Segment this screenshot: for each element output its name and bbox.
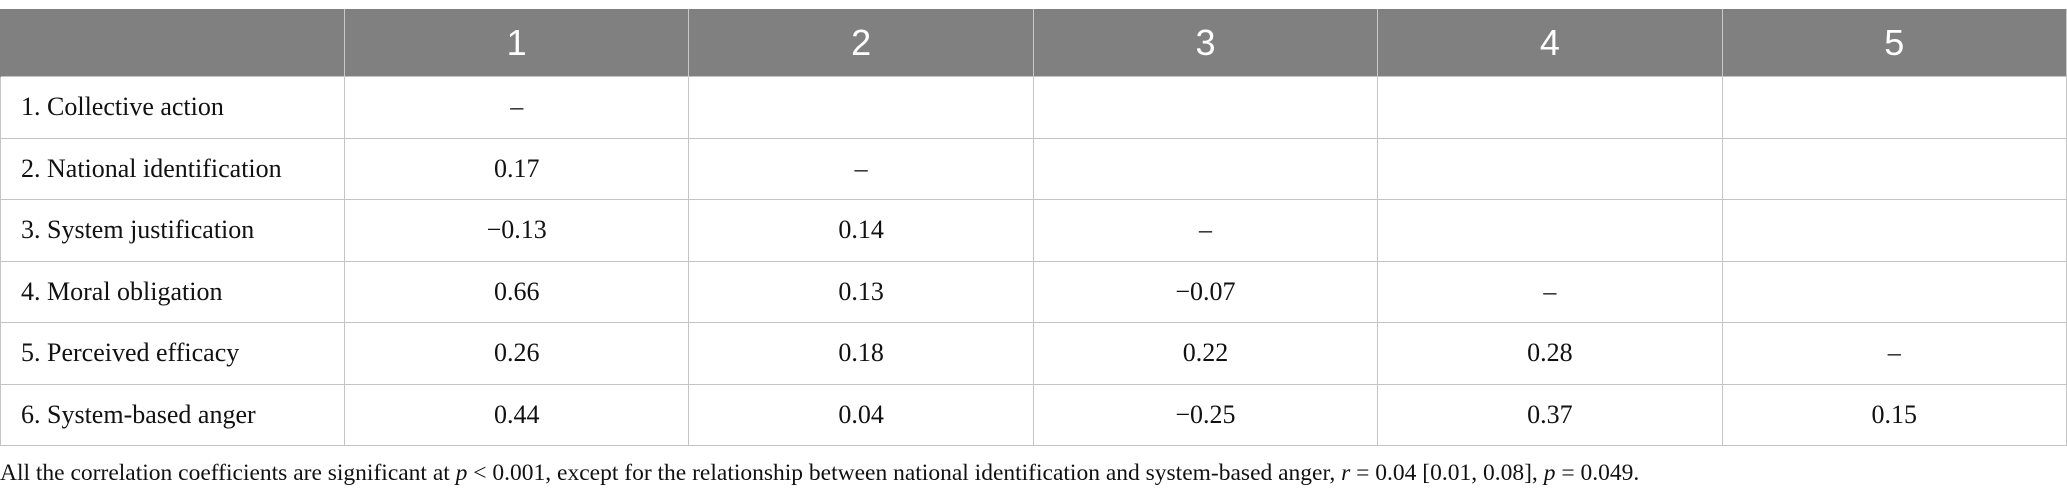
table-cell: – [1377,260,1723,323]
table-row: 6. System-based anger 0.44 0.04 −0.25 0.… [0,383,2067,446]
table-cell [1721,137,2067,200]
table-cell: −0.25 [1032,383,1379,446]
table-cell: – [343,76,690,139]
table-row: 4. Moral obligation 0.66 0.13 −0.07 – [0,260,2067,323]
table-cell: 0.28 [1377,322,1723,385]
row-label: 6. System-based anger [0,383,345,446]
table-cell [1032,76,1379,139]
header-cell-5: 5 [1721,9,2067,77]
table-row: 5. Perceived efficacy 0.26 0.18 0.22 0.2… [0,322,2067,385]
row-label: 3. System justification [0,199,345,262]
row-label: 5. Perceived efficacy [0,322,345,385]
table-cell: 0.15 [1721,383,2067,446]
header-cell-4: 4 [1377,9,1723,77]
table-cell: 0.22 [1032,322,1379,385]
table-cell: 0.14 [688,199,1034,262]
correlation-table-container: 1 2 3 4 5 1. Collective action – 2. Nati… [0,9,2067,446]
table-cell: 0.18 [688,322,1034,385]
row-label: 2. National identification [0,137,345,200]
table-row: 1. Collective action – [0,76,2067,139]
table-cell [1032,137,1379,200]
table-cell [1377,76,1723,139]
footnote-text-2: < 0.001, except for the relationship bet… [467,460,1342,486]
table-cell: −0.07 [1032,260,1379,323]
table-row: 2. National identification 0.17 – [0,137,2067,200]
table-cell: – [1032,199,1379,262]
footnote-text-3: = 0.04 [0.01, 0.08], [1350,460,1544,486]
table-cell: −0.13 [343,199,690,262]
table-cell: 0.04 [688,383,1034,446]
table-cell: – [688,137,1034,200]
table-cell: 0.26 [343,322,690,385]
table-cell [1377,137,1723,200]
table-cell: 0.66 [343,260,690,323]
footnote-text-4: = 0.049. [1555,460,1640,486]
footnote-p-symbol: p [455,460,468,486]
table-cell: – [1721,322,2067,385]
footnote-text-1: All the correlation coefficients are sig… [0,460,456,486]
table-cell: 0.37 [1377,383,1723,446]
table-cell: 0.13 [688,260,1034,323]
table-cell: 0.44 [343,383,690,446]
table-cell [1377,199,1723,262]
table-cell [1721,260,2067,323]
header-row: 1 2 3 4 5 [0,9,2067,77]
table-cell [1721,76,2067,139]
footnote-p-symbol-2: p [1543,460,1556,486]
header-cell-1: 1 [343,9,690,77]
table-cell [1721,199,2067,262]
table-footnote: All the correlation coefficients are sig… [0,460,2067,487]
header-cell-corner [0,9,345,77]
header-cell-2: 2 [688,9,1034,77]
header-cell-3: 3 [1032,9,1379,77]
table-row: 3. System justification −0.13 0.14 – [0,199,2067,262]
table-cell: 0.17 [343,137,690,200]
row-label: 4. Moral obligation [0,260,345,323]
row-label: 1. Collective action [0,76,345,139]
correlation-table: 1 2 3 4 5 1. Collective action – 2. Nati… [0,9,2067,446]
footnote-r-symbol: r [1341,460,1351,486]
table-cell [688,76,1034,139]
